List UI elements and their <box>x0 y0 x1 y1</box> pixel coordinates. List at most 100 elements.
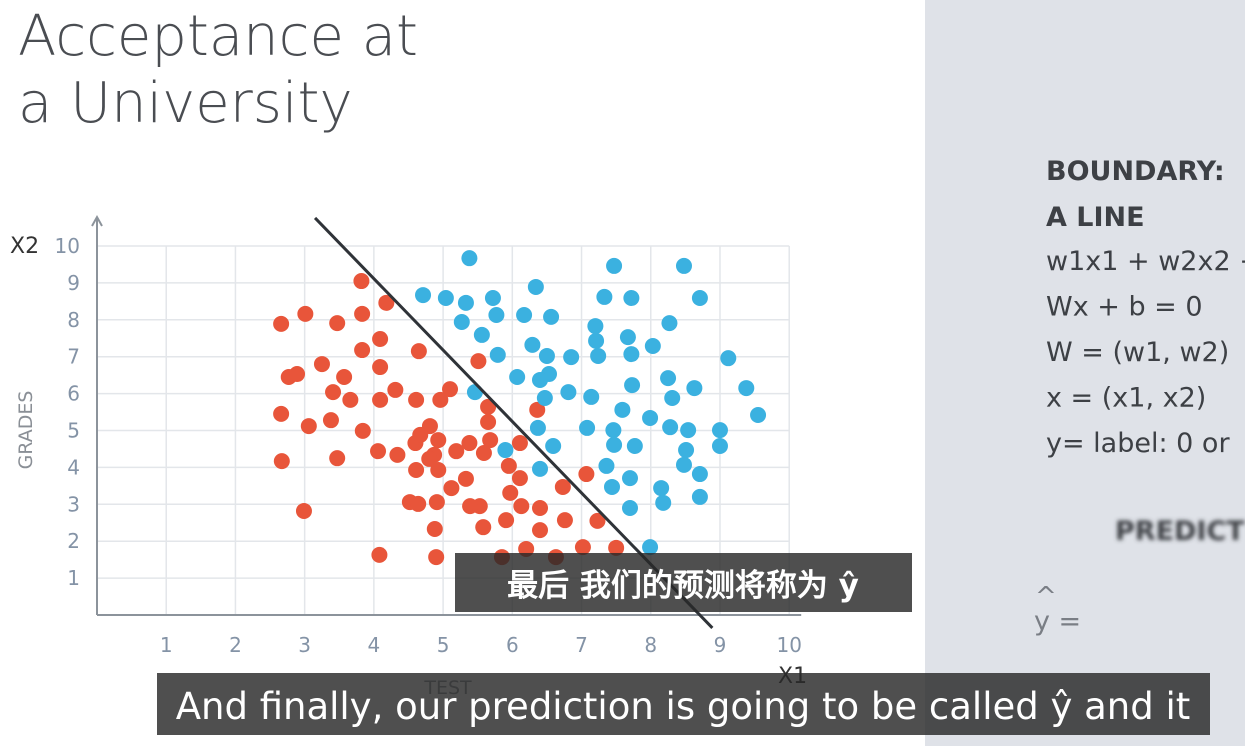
point <box>621 470 638 487</box>
point <box>750 407 767 424</box>
point <box>295 502 312 519</box>
point <box>502 484 519 501</box>
y-tick-label: 2 <box>67 529 80 553</box>
point <box>538 347 555 364</box>
y-tick-label: 7 <box>67 345 80 369</box>
point <box>511 435 528 452</box>
point <box>461 435 478 452</box>
point <box>642 539 659 556</box>
point <box>432 391 449 408</box>
point <box>462 498 479 515</box>
point <box>513 498 530 515</box>
y-tick-label: 6 <box>67 382 80 406</box>
point <box>644 337 661 354</box>
side-heading: A LINE <box>1046 202 1145 233</box>
point <box>606 257 623 274</box>
point <box>598 457 615 474</box>
point <box>524 336 541 353</box>
x-tick-label: 10 <box>776 633 801 657</box>
point <box>461 250 478 267</box>
point <box>529 419 546 436</box>
y-tick-label: 5 <box>67 419 80 443</box>
point <box>588 332 605 349</box>
point <box>273 315 290 332</box>
point <box>626 437 643 454</box>
subtitle-box <box>455 553 912 612</box>
yhat: y = <box>1034 606 1081 637</box>
x-tick-label: 7 <box>575 633 588 657</box>
point <box>372 330 389 347</box>
x-tick-label: 5 <box>437 633 450 657</box>
side-formula: x = (x1, x2) <box>1046 383 1206 414</box>
point <box>608 539 625 556</box>
point <box>470 353 487 370</box>
point <box>621 499 638 516</box>
point <box>720 350 737 367</box>
point <box>353 273 370 290</box>
point <box>430 461 447 478</box>
point <box>554 478 571 495</box>
point <box>408 391 425 408</box>
point <box>532 371 549 388</box>
point <box>354 305 371 322</box>
point <box>389 446 406 463</box>
point <box>579 419 596 436</box>
point <box>475 445 492 462</box>
point <box>354 422 371 439</box>
point <box>371 546 388 563</box>
point <box>660 370 677 387</box>
x-tick-label: 3 <box>298 633 311 657</box>
point <box>527 278 544 295</box>
side-prediction: PREDICT <box>1115 516 1245 547</box>
point <box>691 466 708 483</box>
point <box>680 422 697 439</box>
point <box>378 294 395 311</box>
point <box>691 488 708 505</box>
point <box>372 359 389 376</box>
point <box>606 436 623 453</box>
point <box>560 384 577 401</box>
point <box>497 442 514 459</box>
side-panel <box>925 0 1245 746</box>
point <box>480 398 497 415</box>
point <box>532 522 549 539</box>
point <box>587 318 604 335</box>
subtitle-box <box>157 673 1210 735</box>
x-tick-label: 6 <box>506 633 519 657</box>
point <box>488 307 505 324</box>
point <box>536 390 553 407</box>
point <box>619 329 636 346</box>
point <box>448 443 465 460</box>
point <box>273 453 290 470</box>
point <box>421 450 438 467</box>
point <box>511 470 528 487</box>
point <box>711 437 728 454</box>
point <box>614 401 631 418</box>
point <box>354 342 371 359</box>
point <box>675 257 692 274</box>
point <box>457 294 474 311</box>
slide-left <box>0 0 925 746</box>
point <box>482 432 499 449</box>
point <box>372 391 389 408</box>
point <box>532 499 549 516</box>
y-tick-label: 8 <box>67 308 80 332</box>
point <box>322 412 339 429</box>
y-axis-name: GRADES <box>15 391 37 470</box>
point <box>412 426 429 443</box>
point <box>532 460 549 477</box>
point <box>563 349 580 366</box>
subtitle-chinese: 最后 我们的预测将称为 ŷ <box>507 568 859 604</box>
side-formula: y= label: 0 or <box>1046 428 1230 459</box>
y-tick-label: 10 <box>55 234 80 258</box>
point <box>596 288 613 305</box>
point <box>518 540 535 557</box>
point <box>453 314 470 331</box>
y-tick-label: 9 <box>67 271 80 295</box>
point <box>655 494 672 511</box>
side-heading: BOUNDARY: <box>1046 156 1225 187</box>
point <box>675 456 692 473</box>
x-tick-label: 4 <box>368 633 381 657</box>
point <box>661 315 678 332</box>
point <box>300 418 317 435</box>
